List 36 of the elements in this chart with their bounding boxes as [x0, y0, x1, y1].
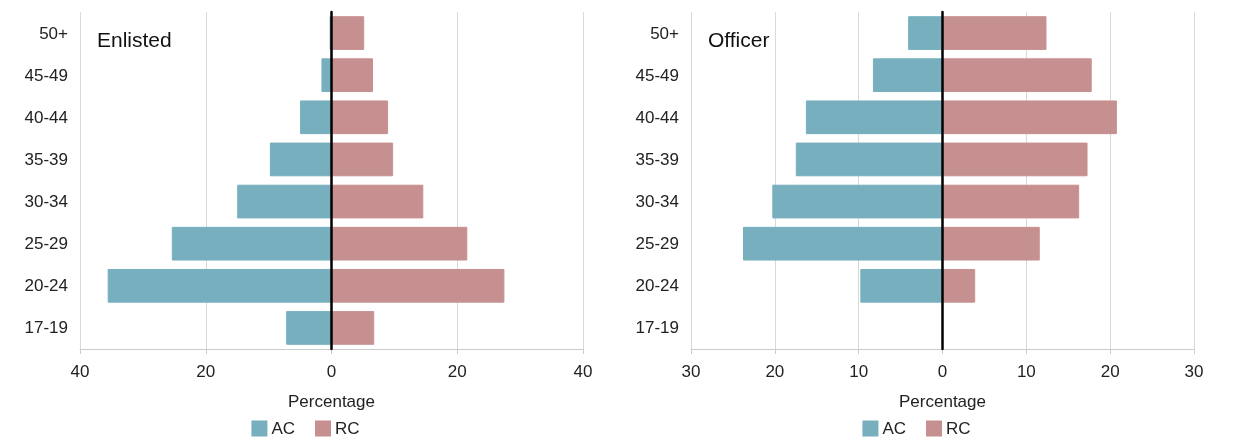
legend-label: AC: [882, 419, 907, 438]
legend-label: AC: [271, 419, 296, 438]
y-tick-label: 17-19: [24, 318, 68, 338]
x-axis-title: Percentage: [288, 392, 375, 411]
y-tick-label: 35-39: [24, 149, 68, 169]
x-axis-title: Percentage: [899, 392, 986, 411]
y-tick-label: 20-24: [635, 276, 679, 296]
text: Officer: [708, 28, 770, 51]
y-tick-label: 25-29: [24, 234, 68, 254]
x-tick-label: 40: [573, 362, 593, 381]
y-tick-label: 35-39: [635, 149, 679, 169]
x-tick-label: 20: [765, 362, 785, 381]
legend-label: RC: [335, 419, 360, 438]
y-tick-label: 45-49: [635, 65, 679, 85]
x-tick-label: 30: [1184, 362, 1204, 381]
x-tick-label: 0: [937, 362, 948, 381]
y-tick-label: 30-34: [635, 192, 679, 212]
x-tick-label: 40: [70, 362, 90, 381]
y-tick-label: 45-49: [24, 65, 68, 85]
y-tick-label: 50+: [39, 23, 69, 43]
x-tick-label: 30: [681, 362, 701, 381]
y-tick-label: 25-29: [635, 234, 679, 254]
x-tick-label: 20: [447, 362, 467, 381]
y-tick-label: 50+: [650, 23, 680, 43]
x-tick-label: 10: [849, 362, 869, 381]
y-tick-label: 20-24: [24, 276, 68, 296]
x-tick-label: 20: [1100, 362, 1120, 381]
legend-label: RC: [946, 419, 971, 438]
x-tick-label: 20: [196, 362, 216, 381]
y-tick-label: 30-34: [24, 192, 68, 212]
y-tick-label: 17-19: [635, 318, 679, 338]
x-tick-label: 0: [326, 362, 337, 381]
y-tick-label: 40-44: [24, 107, 68, 127]
x-tick-label: 10: [1016, 362, 1036, 381]
y-tick-label: 40-44: [635, 107, 679, 127]
text: Enlisted: [97, 28, 172, 51]
